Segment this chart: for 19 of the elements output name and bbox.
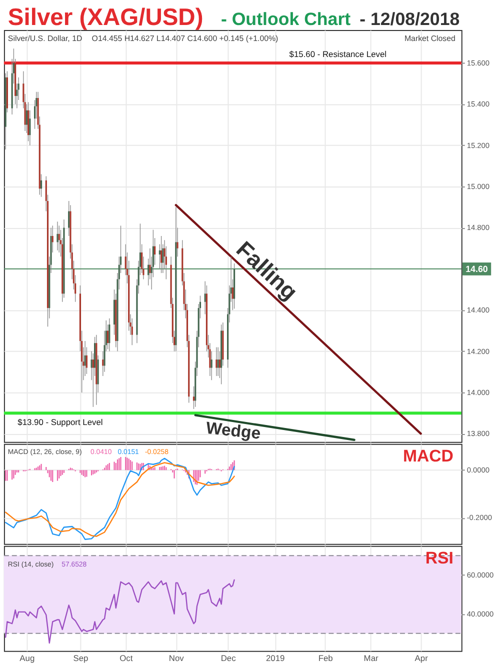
x-tick-label: Mar (364, 653, 378, 664)
x-tick-label: Dec (220, 653, 236, 664)
ref-line-label: 14.60 (466, 264, 488, 274)
x-tick-label: Oct (120, 653, 134, 664)
chart-title: MACD (402, 446, 454, 466)
x-tick-label: 2019 (266, 653, 286, 664)
annotation: Wedge (205, 418, 262, 443)
ref-line-label: $15.60 - Resistance Level (289, 49, 387, 60)
x-tick-label: Feb (318, 653, 334, 664)
annotation: Silver/U.S. Dollar, 1D (8, 34, 82, 43)
chart-title: Silver (XAG/USD) - Outlook Chart - 12/08/2018 (8, 4, 460, 32)
annotation: Market Closed (404, 34, 456, 43)
annotation: O14.455 H14.627 L14.407 C14.600 +0.145 (+1.00%) (92, 34, 279, 43)
x-tick-label: Nov (168, 653, 185, 664)
x-tick-label: Sep (73, 653, 88, 664)
x-tick-label: Aug (20, 653, 35, 664)
x-tick-label: Apr (414, 653, 428, 664)
chart-title: RSI (425, 548, 454, 568)
ref-line-label: $13.90 - Support Level (18, 416, 103, 427)
